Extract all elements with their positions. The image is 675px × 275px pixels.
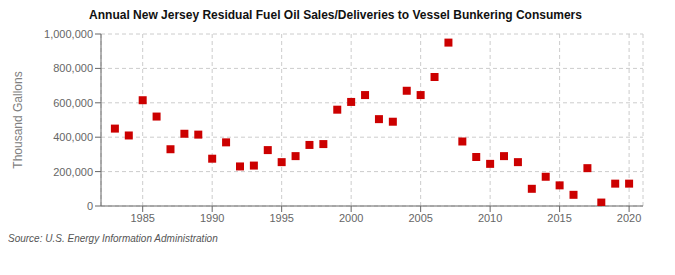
html-text:Annual New Jersey Residual Fue: Annual New Jersey Residual Fuel Oil Sale… — [89, 8, 582, 22]
svg-text:1985: 1985 — [130, 212, 154, 224]
html-text:Source: U.S. Energy Informatio: Source: U.S. Energy Information Administ… — [8, 233, 218, 244]
svg-text:2000: 2000 — [339, 212, 363, 224]
svg-text:2015: 2015 — [547, 212, 571, 224]
svg-text:2005: 2005 — [408, 212, 432, 224]
svg-text:200,000: 200,000 — [53, 166, 93, 178]
svg-text:2010: 2010 — [478, 212, 502, 224]
svg-text:1995: 1995 — [269, 212, 293, 224]
svg-text:1990: 1990 — [200, 212, 224, 224]
svg-text:0: 0 — [87, 200, 93, 212]
svg-text:800,000: 800,000 — [53, 62, 93, 74]
svg-text:Thousand Gallons: Thousand Gallons — [11, 71, 25, 168]
svg-text:1,000,000: 1,000,000 — [44, 28, 93, 40]
svg-text:400,000: 400,000 — [53, 131, 93, 143]
svg-text:600,000: 600,000 — [53, 97, 93, 109]
svg-text:2020: 2020 — [617, 212, 641, 224]
